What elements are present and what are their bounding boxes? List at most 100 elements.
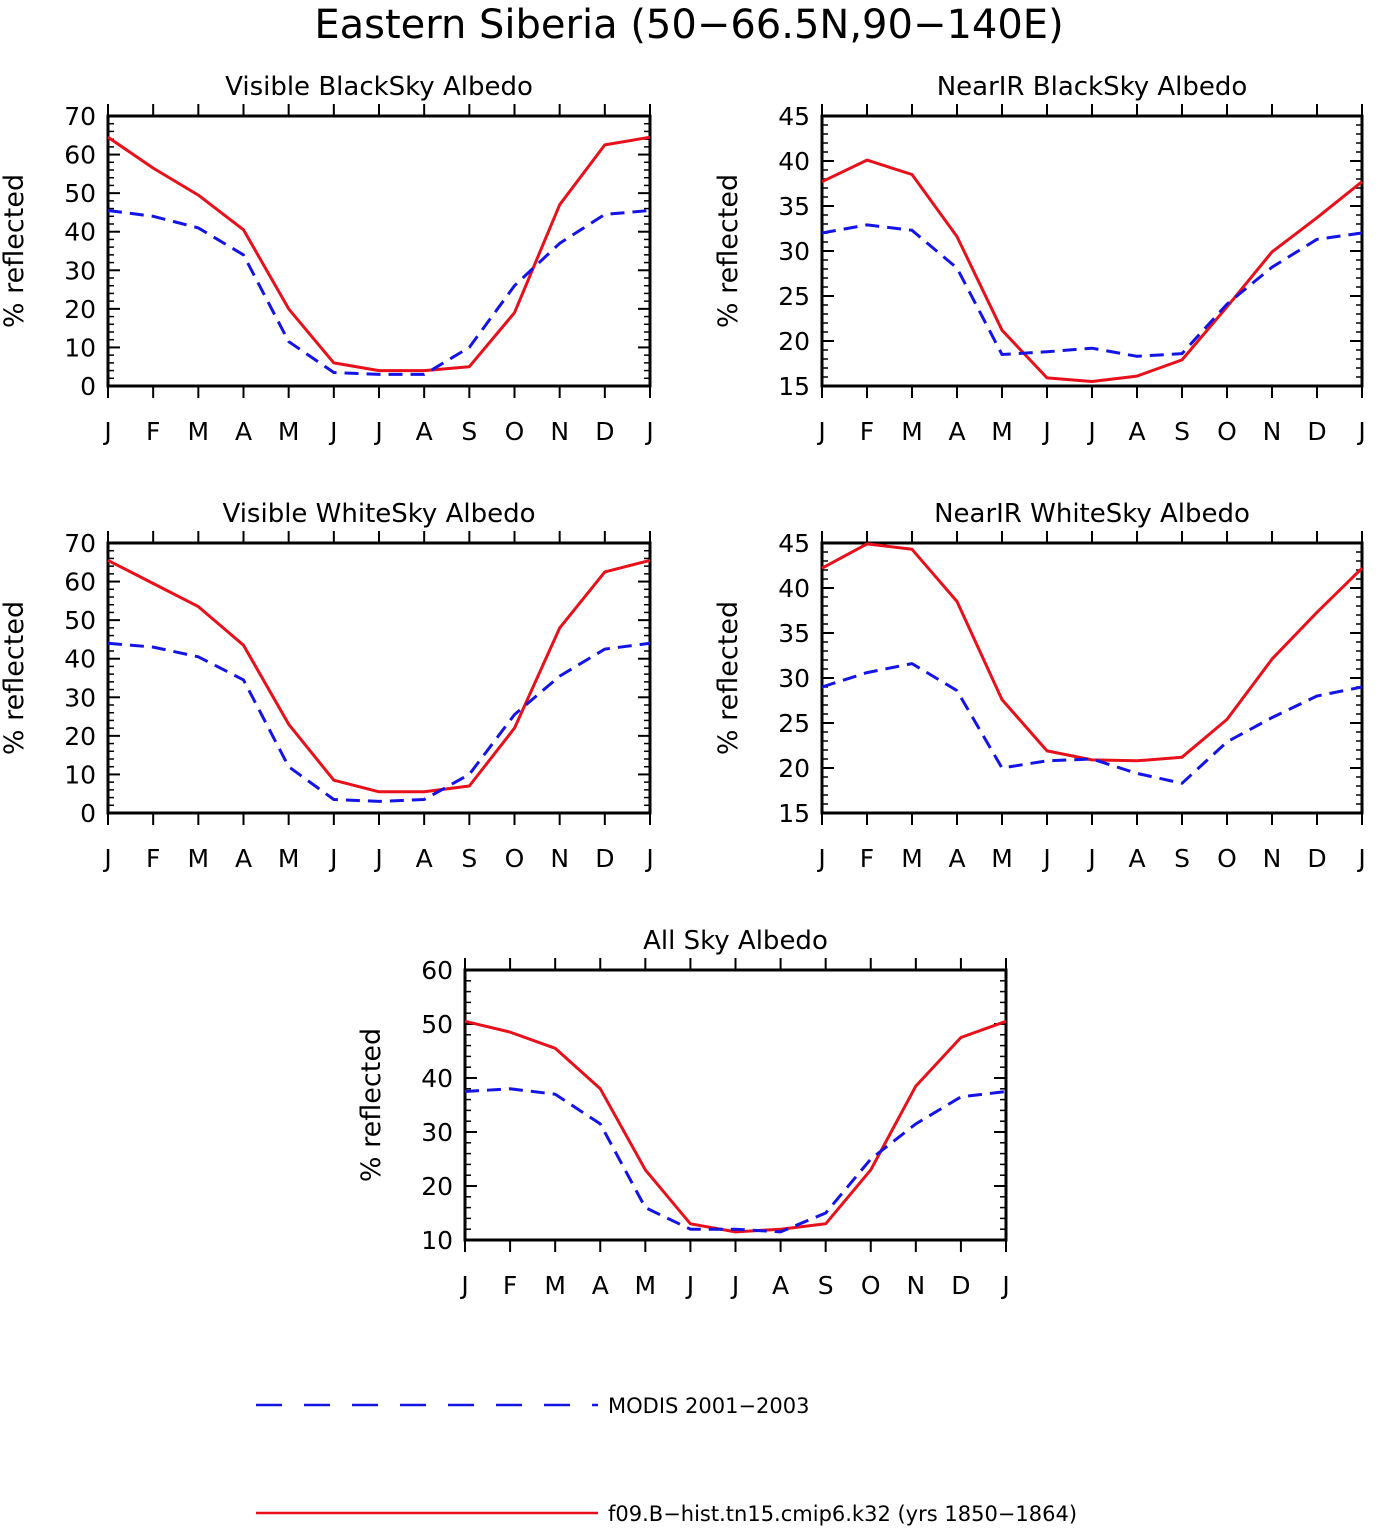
x-tick-label: S [461, 844, 477, 873]
y-tick-label: 30 [64, 256, 96, 285]
y-tick-label: 10 [64, 760, 96, 789]
x-tick-label: J [1041, 844, 1050, 873]
x-tick-label: O [505, 417, 525, 446]
series-line-modis [107, 209, 651, 376]
x-tick-label: S [818, 1271, 834, 1300]
x-tick-label: J [102, 844, 111, 873]
x-tick-label: O [1217, 417, 1237, 446]
y-tick-label: 30 [778, 664, 810, 693]
y-tick-label: 50 [64, 179, 96, 208]
y-tick-label: 50 [421, 1010, 453, 1039]
x-tick-label: J [1086, 417, 1095, 446]
series-line-modis [821, 662, 1363, 785]
x-tick-label: J [1356, 844, 1365, 873]
x-tick-label: J [328, 844, 337, 873]
y-axis-label: % reflected [713, 174, 744, 328]
x-tick-label: M [901, 844, 923, 873]
x-tick-label: D [595, 417, 614, 446]
chart-panel: NearIR WhiteSky Albedo % reflected 15 20 25 3… [713, 499, 1366, 873]
x-tick-label: M [635, 1271, 657, 1300]
y-tick-label: 60 [64, 568, 96, 597]
x-tick-label: A [1128, 844, 1145, 873]
y-tick-label: 40 [421, 1064, 453, 1093]
x-tick-label: O [861, 1271, 881, 1300]
x-tick-label: A [772, 1271, 789, 1300]
series-line-modis [821, 223, 1363, 358]
y-tick-label: 10 [421, 1226, 453, 1255]
x-tick-label: S [1174, 844, 1190, 873]
x-tick-label: M [991, 417, 1013, 446]
x-tick-label: M [188, 417, 210, 446]
x-tick-label: A [235, 417, 252, 446]
chart-title: NearIR WhiteSky Albedo [934, 499, 1250, 529]
y-tick-label: 40 [778, 574, 810, 603]
x-tick-label: J [1356, 417, 1365, 446]
chart-panel: NearIR BlackSky Albedo % reflected 15 20 25 3… [713, 72, 1366, 446]
y-tick-label: 30 [778, 237, 810, 266]
x-tick-label: N [1263, 417, 1282, 446]
y-tick-label: 20 [421, 1172, 453, 1201]
x-tick-label: D [1307, 844, 1326, 873]
y-tick-label: 10 [64, 333, 96, 362]
x-tick-label: J [102, 417, 111, 446]
y-tick-label: 20 [64, 722, 96, 751]
chart-panel: Visible WhiteSky Albedo % reflected 0 10 20 3… [0, 499, 654, 873]
chart-title: Visible BlackSky Albedo [225, 72, 533, 102]
series-line-modis [107, 641, 651, 803]
x-tick-label: O [505, 844, 525, 873]
y-tick-label: 20 [64, 295, 96, 324]
x-tick-label: N [1263, 844, 1282, 873]
x-tick-label: F [503, 1271, 517, 1300]
x-tick-label: J [730, 1271, 739, 1300]
y-tick-label: 0 [80, 799, 96, 828]
x-tick-label: D [595, 844, 614, 873]
y-tick-label: 40 [64, 645, 96, 674]
plot-frame [106, 541, 652, 815]
x-tick-label: A [592, 1271, 609, 1300]
x-tick-label: F [146, 844, 160, 873]
x-tick-label: A [1128, 417, 1145, 446]
figure-title: Eastern Siberia (50−66.5N,90−140E) [314, 2, 1063, 48]
x-tick-label: A [948, 417, 965, 446]
chart-panel: Visible BlackSky Albedo % reflected 0 10 20 3… [0, 72, 654, 446]
x-tick-label: M [278, 417, 300, 446]
y-tick-label: 70 [64, 529, 96, 558]
chart-title: NearIR BlackSky Albedo [937, 72, 1248, 102]
plot-frame [820, 114, 1364, 388]
x-tick-label: J [1086, 844, 1095, 873]
y-tick-label: 0 [80, 372, 96, 401]
y-axis-label: % reflected [0, 174, 30, 328]
x-tick-label: A [416, 844, 433, 873]
plot-frame [463, 968, 1008, 1242]
x-tick-label: M [278, 844, 300, 873]
y-tick-label: 30 [421, 1118, 453, 1147]
plot-frame [820, 541, 1364, 815]
y-tick-label: 40 [64, 218, 96, 247]
x-tick-label: M [991, 844, 1013, 873]
x-tick-label: J [644, 844, 653, 873]
x-tick-label: J [1041, 417, 1050, 446]
y-tick-label: 45 [778, 102, 810, 131]
y-axis-label: % reflected [0, 601, 30, 755]
y-tick-label: 60 [64, 141, 96, 170]
x-tick-label: M [544, 1271, 566, 1300]
series-line-model [821, 158, 1363, 383]
x-tick-label: M [901, 417, 923, 446]
y-tick-label: 50 [64, 606, 96, 635]
x-tick-label: J [816, 844, 825, 873]
chart-title: All Sky Albedo [643, 926, 828, 956]
chart-panels: Visible BlackSky Albedo % reflected 0 10 20 3… [0, 72, 1366, 1300]
x-tick-label: N [550, 844, 569, 873]
y-tick-label: 35 [778, 619, 810, 648]
y-tick-label: 25 [778, 709, 810, 738]
x-tick-label: S [461, 417, 477, 446]
y-tick-label: 20 [778, 327, 810, 356]
x-tick-label: N [550, 417, 569, 446]
y-tick-label: 20 [778, 754, 810, 783]
x-tick-label: S [1174, 417, 1190, 446]
series-line-model [107, 558, 651, 794]
y-tick-label: 15 [778, 799, 810, 828]
x-tick-label: J [644, 417, 653, 446]
